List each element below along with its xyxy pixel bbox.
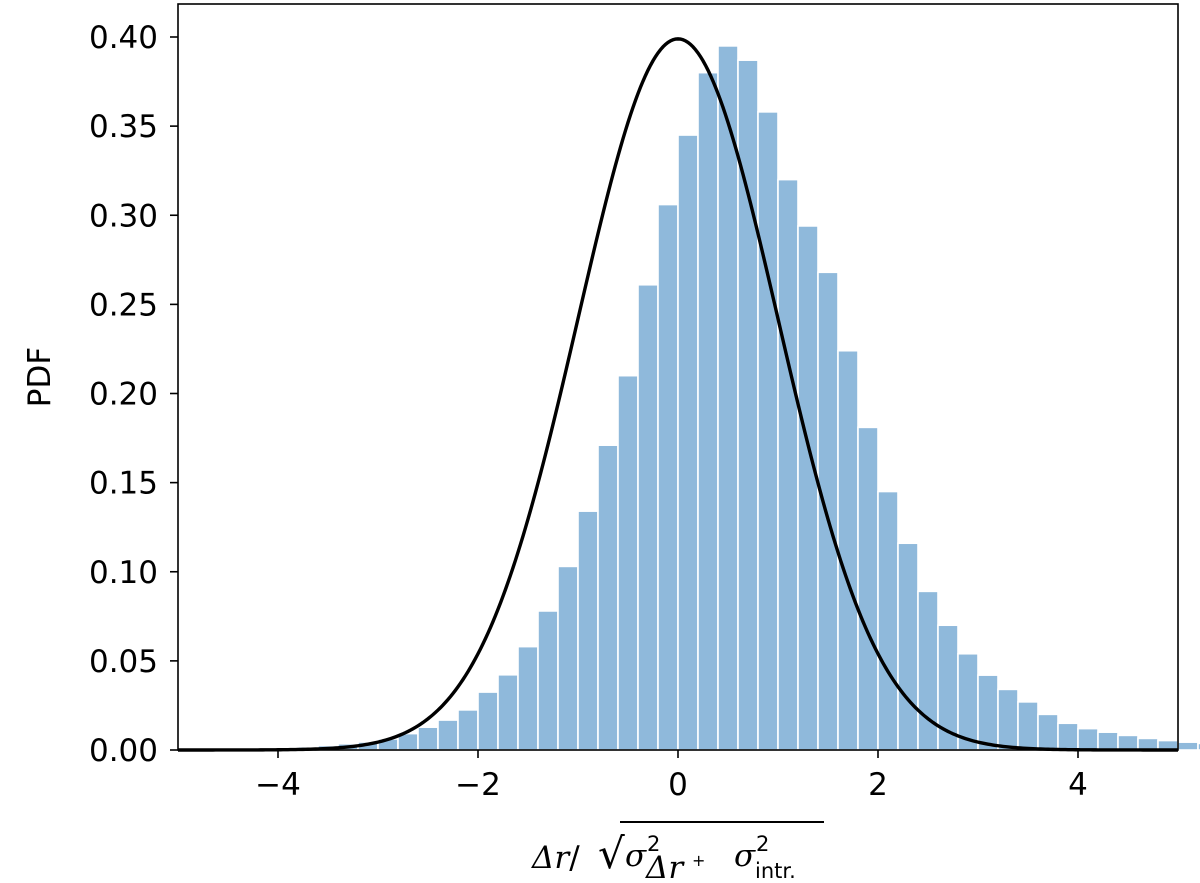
- y-tick-label: 0.00: [89, 733, 158, 769]
- y-axis-label: PDF: [22, 347, 58, 407]
- histogram-bar: [477, 691, 499, 751]
- histogram-bar: [1177, 741, 1199, 751]
- x-label-sup2: 2: [756, 832, 769, 856]
- histogram-bar: [557, 565, 579, 751]
- x-label-plus: +: [692, 851, 705, 870]
- x-tick-label: 2: [868, 767, 888, 803]
- histogram-bar: [897, 542, 919, 751]
- histogram-bar: [1077, 727, 1099, 751]
- x-label-sub2: intr.: [755, 859, 796, 883]
- histogram-bar: [577, 510, 599, 751]
- y-tick-label: 0.05: [89, 644, 158, 680]
- histogram-bar: [637, 283, 659, 751]
- histogram-bar: [1037, 713, 1059, 751]
- histogram-bar: [677, 134, 699, 751]
- x-label-separator: /: [569, 840, 580, 876]
- histogram-bar: [1197, 742, 1200, 751]
- histogram-bar: [977, 674, 999, 751]
- y-tick-label: 0.40: [89, 20, 158, 56]
- histogram-bar: [857, 426, 879, 751]
- x-label-sup1: 2: [647, 832, 660, 856]
- histogram-bar: [537, 610, 559, 751]
- histogram-bar: [657, 203, 679, 751]
- histogram-bar: [757, 111, 779, 751]
- histogram-bar: [597, 444, 619, 751]
- y-tick-label: 0.20: [89, 377, 158, 413]
- histogram-bar: [617, 374, 639, 751]
- histogram-bar: [997, 688, 1019, 751]
- x-label-sub1: Δr: [645, 850, 685, 883]
- x-label-sqrt: √: [598, 829, 625, 878]
- x-label-numerator: Δr: [531, 840, 571, 876]
- x-label-sigma2: σ: [734, 838, 756, 874]
- histogram-bar: [437, 719, 459, 751]
- x-axis-label: Δr/ √ σ 2 Δr + σ 2 intr.: [531, 821, 824, 883]
- svg-text:Δr/: Δr/: [531, 840, 580, 876]
- y-tick-label: 0.25: [89, 287, 158, 323]
- histogram-bar: [1137, 737, 1159, 751]
- y-tick-label: 0.15: [89, 466, 158, 502]
- histogram-bar: [457, 709, 479, 751]
- histogram-bar: [1097, 731, 1119, 751]
- histogram-bar: [917, 590, 939, 751]
- y-tick-label: 0.10: [89, 555, 158, 591]
- histogram-bar: [417, 726, 439, 751]
- histogram-bar: [797, 225, 819, 751]
- histogram-bars: [177, 45, 1200, 751]
- y-axis-ticks: 0.00 0.05 0.10 0.15 0.20 0.25 0.30 0.35 0.40: [89, 20, 178, 769]
- histogram-bar: [777, 178, 799, 751]
- x-axis-ticks: −4 −2 0 2 4: [255, 750, 1088, 803]
- x-tick-label: 0: [668, 767, 688, 803]
- histogram-bar: [517, 645, 539, 751]
- histogram-bar: [877, 490, 899, 751]
- histogram-bar: [697, 71, 719, 751]
- y-tick-label: 0.35: [89, 109, 158, 145]
- x-tick-label: 4: [1068, 767, 1088, 803]
- histogram-bar: [837, 349, 859, 751]
- histogram-bar: [1057, 722, 1079, 751]
- histogram-bar: [1117, 734, 1139, 751]
- histogram-bar: [497, 673, 519, 751]
- histogram-bar: [1017, 701, 1039, 751]
- x-tick-label: −2: [455, 767, 501, 803]
- y-tick-label: 0.30: [89, 198, 158, 234]
- normal-pdf-curve: [178, 37, 1178, 752]
- x-label-sigma1: σ: [625, 838, 647, 874]
- histogram-bar: [817, 271, 839, 751]
- x-tick-label: −4: [255, 767, 301, 803]
